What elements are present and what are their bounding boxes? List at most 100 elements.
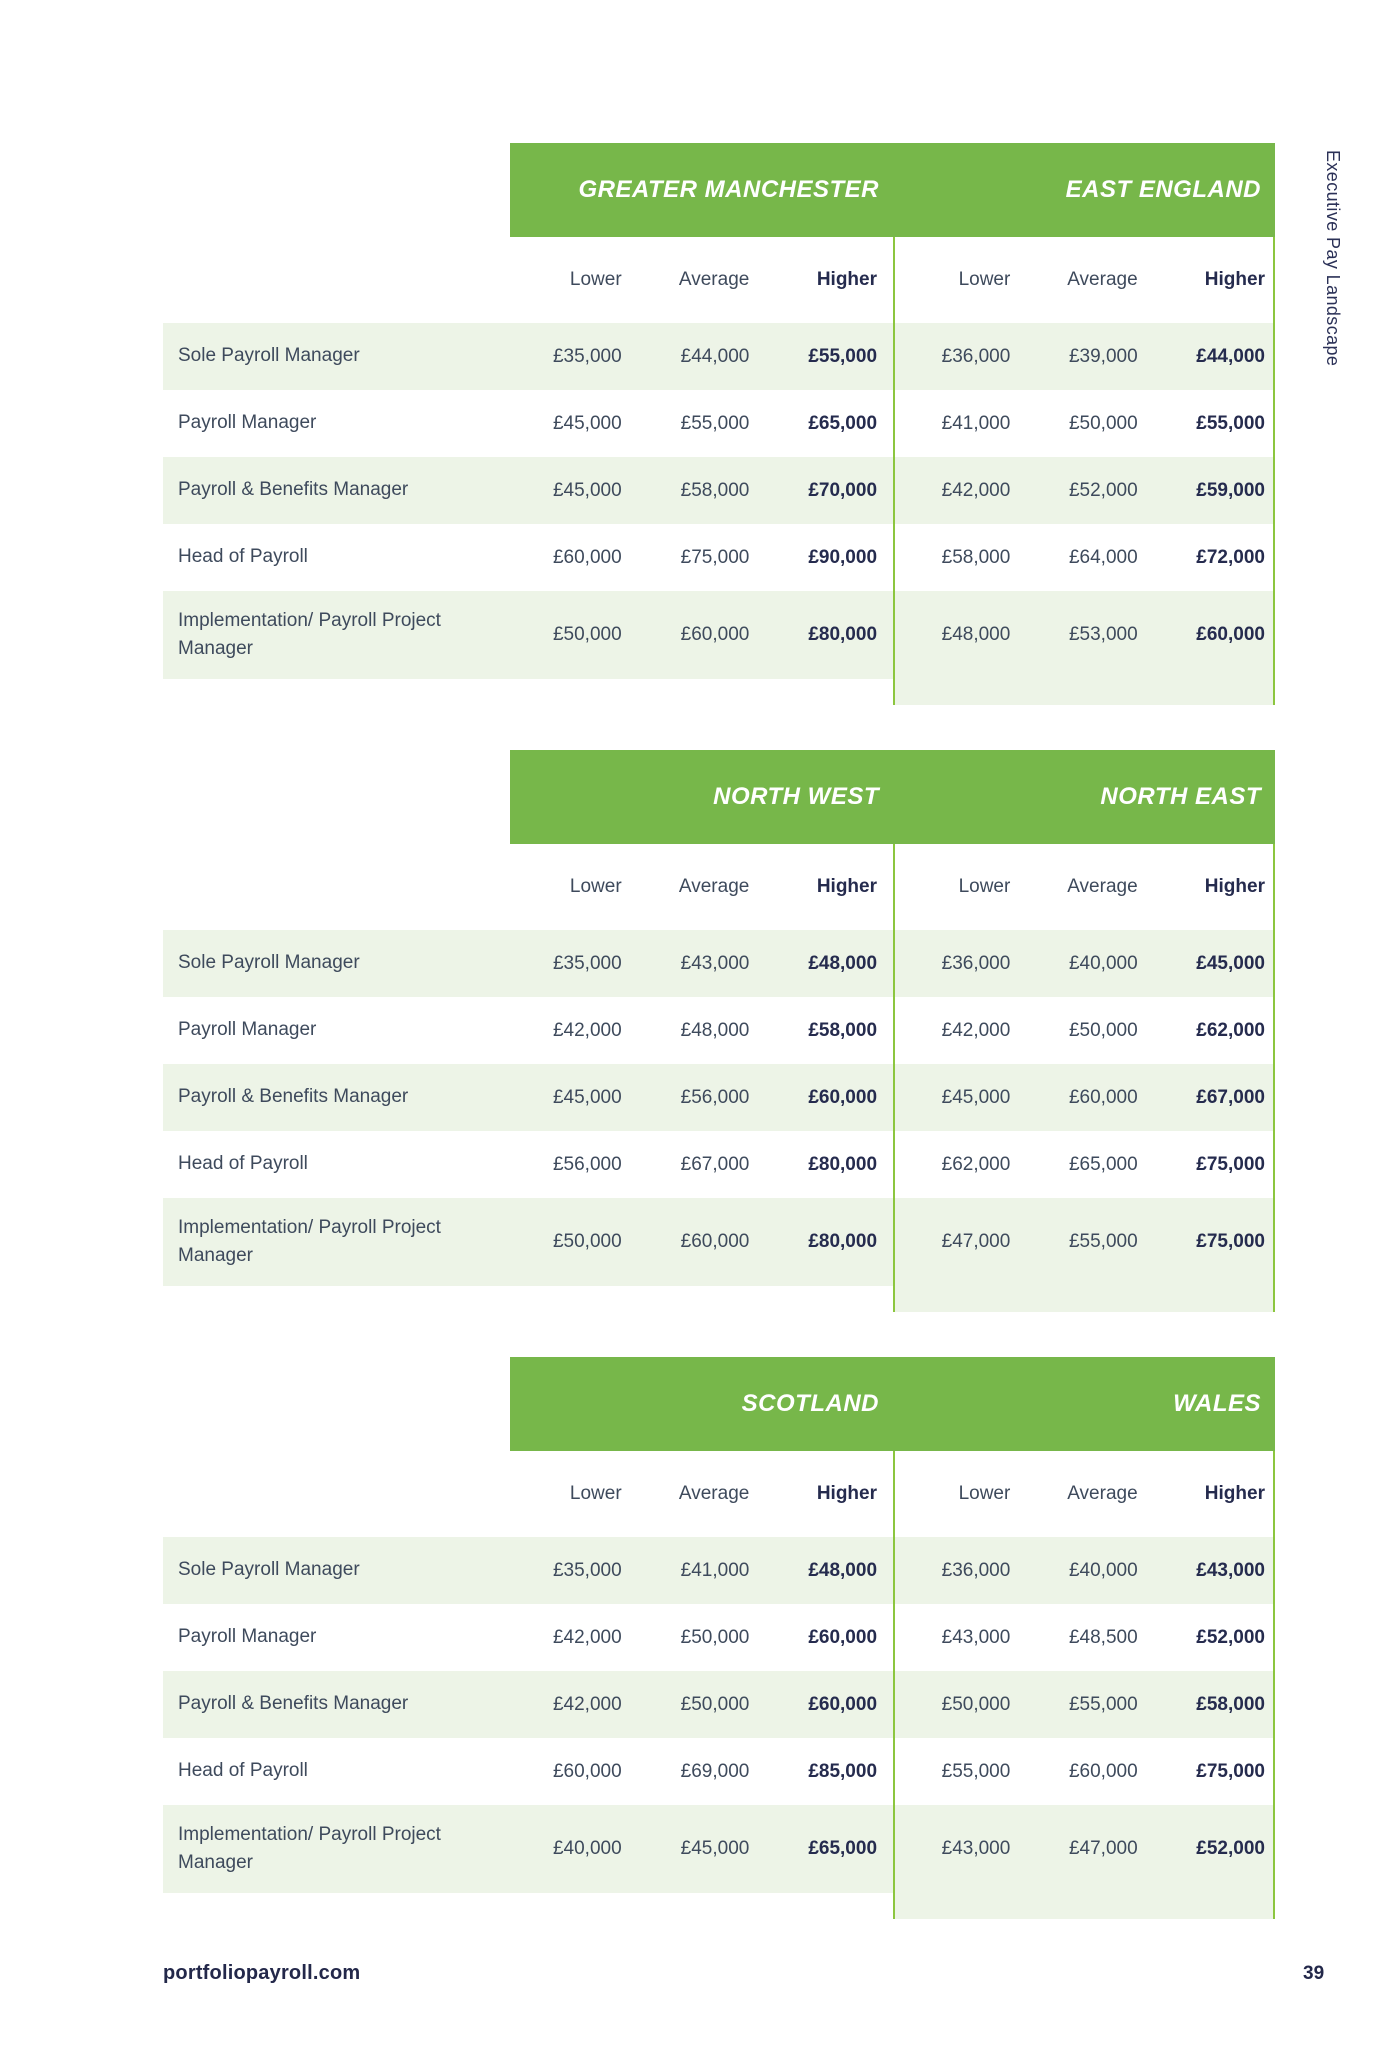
- salary-value-lower: £50,000: [941, 1693, 1011, 1715]
- right-group-bottom-strip: [893, 1286, 1275, 1312]
- table-right-border-line: [1273, 1451, 1275, 1919]
- region-header-bar: NORTH WEST NORTH EAST: [510, 750, 1275, 844]
- region-header-cell: WALES: [893, 1357, 1275, 1451]
- salary-value-lower: £55,000: [941, 1760, 1011, 1782]
- salary-value-lower: £43,000: [941, 1838, 1011, 1859]
- salary-value-average: £52,000: [1068, 479, 1138, 501]
- table-body: Lower Average Higher Lower Average Higher Sole…: [163, 844, 1275, 1312]
- column-group-headers: Lower Average Higher: [510, 269, 893, 291]
- salary-value-higher: £59,000: [1196, 479, 1265, 501]
- role-label: Head of Payroll: [178, 1760, 308, 1782]
- region-header-cell: GREATER MANCHESTER: [510, 143, 893, 237]
- column-header: Lower: [958, 269, 1011, 290]
- salary-value-higher: £60,000: [808, 1626, 878, 1648]
- column-group-divider-line: [893, 1451, 895, 1919]
- salary-value-higher: £58,000: [1196, 1693, 1265, 1715]
- salary-value-lower: £40,000: [552, 1838, 622, 1859]
- role-label: Payroll & Benefits Manager: [178, 1693, 409, 1715]
- role-label: Head of Payroll: [178, 546, 308, 568]
- salary-value-average: £58,000: [680, 479, 750, 501]
- salary-value-lower: £45,000: [552, 412, 622, 434]
- role-label: Sole Payroll Manager: [178, 345, 360, 367]
- column-header: Lower: [569, 876, 622, 897]
- region-title-left: SCOTLAND: [741, 1390, 879, 1417]
- column-header: Lower: [958, 1483, 1011, 1504]
- column-header: Average: [678, 1483, 750, 1504]
- salary-value-higher: £75,000: [1196, 1760, 1265, 1782]
- salary-value-higher: £60,000: [1196, 624, 1265, 645]
- salary-value-higher: £80,000: [808, 1153, 878, 1175]
- salary-value-group: £45,000 £60,000 £67,000: [893, 1087, 1275, 1109]
- salary-value-group: £42,000 £50,000 £62,000: [893, 1020, 1275, 1042]
- role-label: Payroll Manager: [178, 1019, 317, 1041]
- region-header-cell: SCOTLAND: [510, 1357, 893, 1451]
- salary-table-north-west-north-east: NORTH WEST NORTH EAST Lower Average Higher…: [163, 750, 1275, 1312]
- salary-value-group: £42,000 £48,000 £58,000: [510, 1020, 893, 1042]
- salary-value-group: £41,000 £50,000 £55,000: [893, 413, 1275, 435]
- region-header-bar: GREATER MANCHESTER EAST ENGLAND: [510, 143, 1275, 237]
- column-group-headers: Lower Average Higher: [893, 876, 1275, 898]
- table-row: Payroll Manager £45,000 £55,000 £65,000 £41,…: [163, 390, 1275, 457]
- table-row: Sole Payroll Manager £35,000 £41,000 £48,00…: [163, 1537, 1275, 1604]
- salary-value-average: £40,000: [1068, 1559, 1138, 1581]
- salary-value-average: £56,000: [680, 1086, 750, 1108]
- table-row: Sole Payroll Manager £35,000 £43,000 £48,00…: [163, 930, 1275, 997]
- table-row: Payroll & Benefits Manager £42,000 £50,000…: [163, 1671, 1275, 1738]
- page-number: 39: [1303, 1963, 1325, 1984]
- salary-value-lower: £36,000: [941, 345, 1011, 367]
- region-title-left: NORTH WEST: [713, 783, 879, 810]
- salary-value-higher: £60,000: [808, 1693, 878, 1715]
- salary-value-higher: £60,000: [808, 1086, 878, 1108]
- salary-value-lower: £60,000: [552, 1760, 622, 1782]
- role-label: Payroll & Benefits Manager: [178, 479, 409, 501]
- salary-value-higher: £43,000: [1196, 1559, 1265, 1581]
- region-title-right: NORTH EAST: [1100, 783, 1261, 810]
- column-group-headers: Lower Average Higher: [510, 1483, 893, 1505]
- salary-value-lower: £45,000: [552, 479, 622, 501]
- column-header: Average: [1067, 876, 1138, 897]
- salary-value-higher: £65,000: [808, 412, 878, 434]
- column-group-headers: Lower Average Higher: [893, 1483, 1275, 1505]
- salary-value-group: £58,000 £64,000 £72,000: [893, 547, 1275, 569]
- salary-value-lower: £45,000: [941, 1086, 1011, 1108]
- column-header: Average: [678, 876, 750, 897]
- salary-value-average: £48,500: [1068, 1626, 1138, 1648]
- salary-value-lower: £35,000: [552, 1559, 622, 1581]
- column-header: Higher: [1204, 269, 1265, 290]
- salary-value-average: £55,000: [1068, 1693, 1138, 1715]
- salary-value-average: £55,000: [1068, 1231, 1138, 1252]
- column-header: Average: [678, 269, 750, 290]
- salary-value-higher: £55,000: [808, 345, 878, 367]
- table-right-border-line: [1273, 844, 1275, 1312]
- salary-value-higher: £75,000: [1196, 1153, 1265, 1175]
- salary-value-group: £35,000 £44,000 £55,000: [510, 346, 893, 368]
- salary-value-higher: £75,000: [1196, 1231, 1265, 1252]
- salary-value-group: £43,000 £48,500 £52,000: [893, 1627, 1275, 1649]
- column-header: Average: [1067, 269, 1138, 290]
- salary-value-higher: £90,000: [808, 546, 878, 568]
- salary-value-lower: £50,000: [552, 1231, 622, 1252]
- region-header-cell: NORTH EAST: [893, 750, 1275, 844]
- salary-value-average: £60,000: [680, 1231, 750, 1252]
- sidebar-vertical-label: Executive Pay Landscape: [1323, 150, 1343, 367]
- salary-value-lower: £42,000: [552, 1693, 622, 1715]
- salary-value-average: £60,000: [1068, 1086, 1138, 1108]
- salary-value-average: £67,000: [680, 1153, 750, 1175]
- salary-value-lower: £35,000: [552, 345, 622, 367]
- salary-value-lower: £60,000: [552, 546, 622, 568]
- salary-value-average: £48,000: [680, 1019, 750, 1041]
- table-row: Payroll & Benefits Manager £45,000 £56,000…: [163, 1064, 1275, 1131]
- footer-website: portfoliopayroll.com: [163, 1962, 361, 1984]
- salary-value-lower: £42,000: [552, 1626, 622, 1648]
- salary-value-average: £45,000: [680, 1838, 750, 1859]
- table-row: Payroll Manager £42,000 £48,000 £58,000 £42,…: [163, 997, 1275, 1064]
- salary-value-lower: £42,000: [941, 1019, 1011, 1041]
- salary-value-average: £60,000: [1068, 1760, 1138, 1782]
- salary-table-greater-manchester-east-england: GREATER MANCHESTER EAST ENGLAND Lower Ave…: [163, 143, 1275, 705]
- salary-value-lower: £35,000: [552, 952, 622, 974]
- salary-value-higher: £58,000: [808, 1019, 878, 1041]
- role-label: Implementation/ Payroll Project Manager: [178, 609, 441, 660]
- salary-value-group: £42,000 £50,000 £60,000: [510, 1627, 893, 1649]
- salary-value-higher: £45,000: [1196, 952, 1265, 974]
- salary-value-group: £42,000 £50,000 £60,000: [510, 1694, 893, 1716]
